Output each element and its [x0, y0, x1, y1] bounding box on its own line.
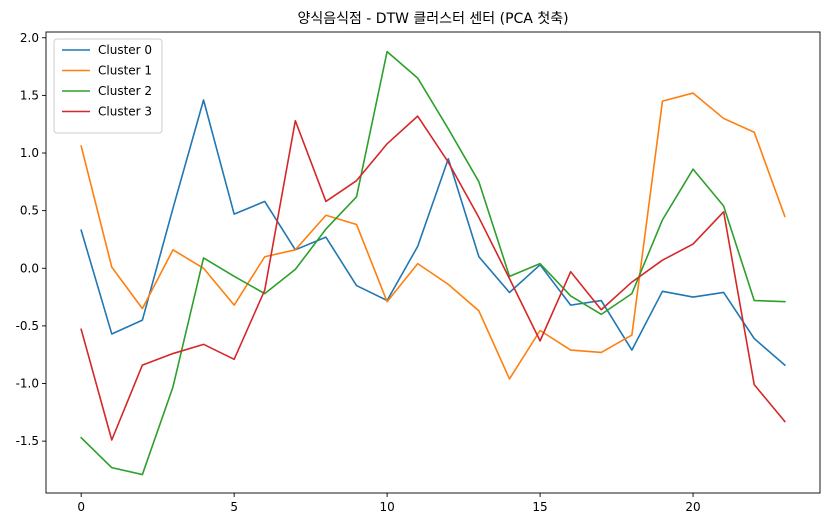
y-tick-label: 0.0 — [20, 261, 39, 275]
legend-label-cluster-3: Cluster 3 — [98, 105, 152, 119]
y-tick-label: 0.5 — [20, 204, 39, 218]
series-line-cluster-2 — [80, 50, 786, 476]
legend-label-cluster-0: Cluster 0 — [98, 43, 152, 57]
plot-frame — [45, 31, 821, 494]
x-tick-label: 0 — [77, 500, 85, 514]
y-tick-label: -1.5 — [16, 434, 39, 448]
x-tick-label: 10 — [379, 500, 394, 514]
series-group — [80, 50, 786, 476]
y-tick-label: 2.0 — [20, 31, 39, 45]
x-tick-label: 5 — [230, 500, 238, 514]
y-tick-label: 1.5 — [20, 88, 39, 102]
x-tick-label: 15 — [532, 500, 547, 514]
y-tick-label: -0.5 — [16, 319, 39, 333]
chart-title: 양식음식점 - DTW 클러스터 센터 (PCA 첫축) — [297, 11, 568, 27]
y-tick-label: -1.0 — [16, 377, 39, 391]
y-tick-label: 1.0 — [20, 146, 39, 160]
legend-box — [53, 38, 163, 134]
legend-label-cluster-2: Cluster 2 — [98, 84, 152, 98]
x-tick-label: 20 — [685, 500, 700, 514]
axes-group: 2.0 1.5 1.0 0.5 0.0 -0.5 -1.0 -1.5 0 5 10 15 20 — [16, 31, 821, 514]
legend: Cluster 0 Cluster 1 Cluster 2 Cluster 3 — [53, 38, 163, 134]
series-line-cluster-0 — [80, 99, 786, 367]
series-line-cluster-3 — [80, 115, 786, 441]
legend-label-cluster-1: Cluster 1 — [98, 64, 152, 78]
series-line-cluster-1 — [80, 92, 786, 380]
